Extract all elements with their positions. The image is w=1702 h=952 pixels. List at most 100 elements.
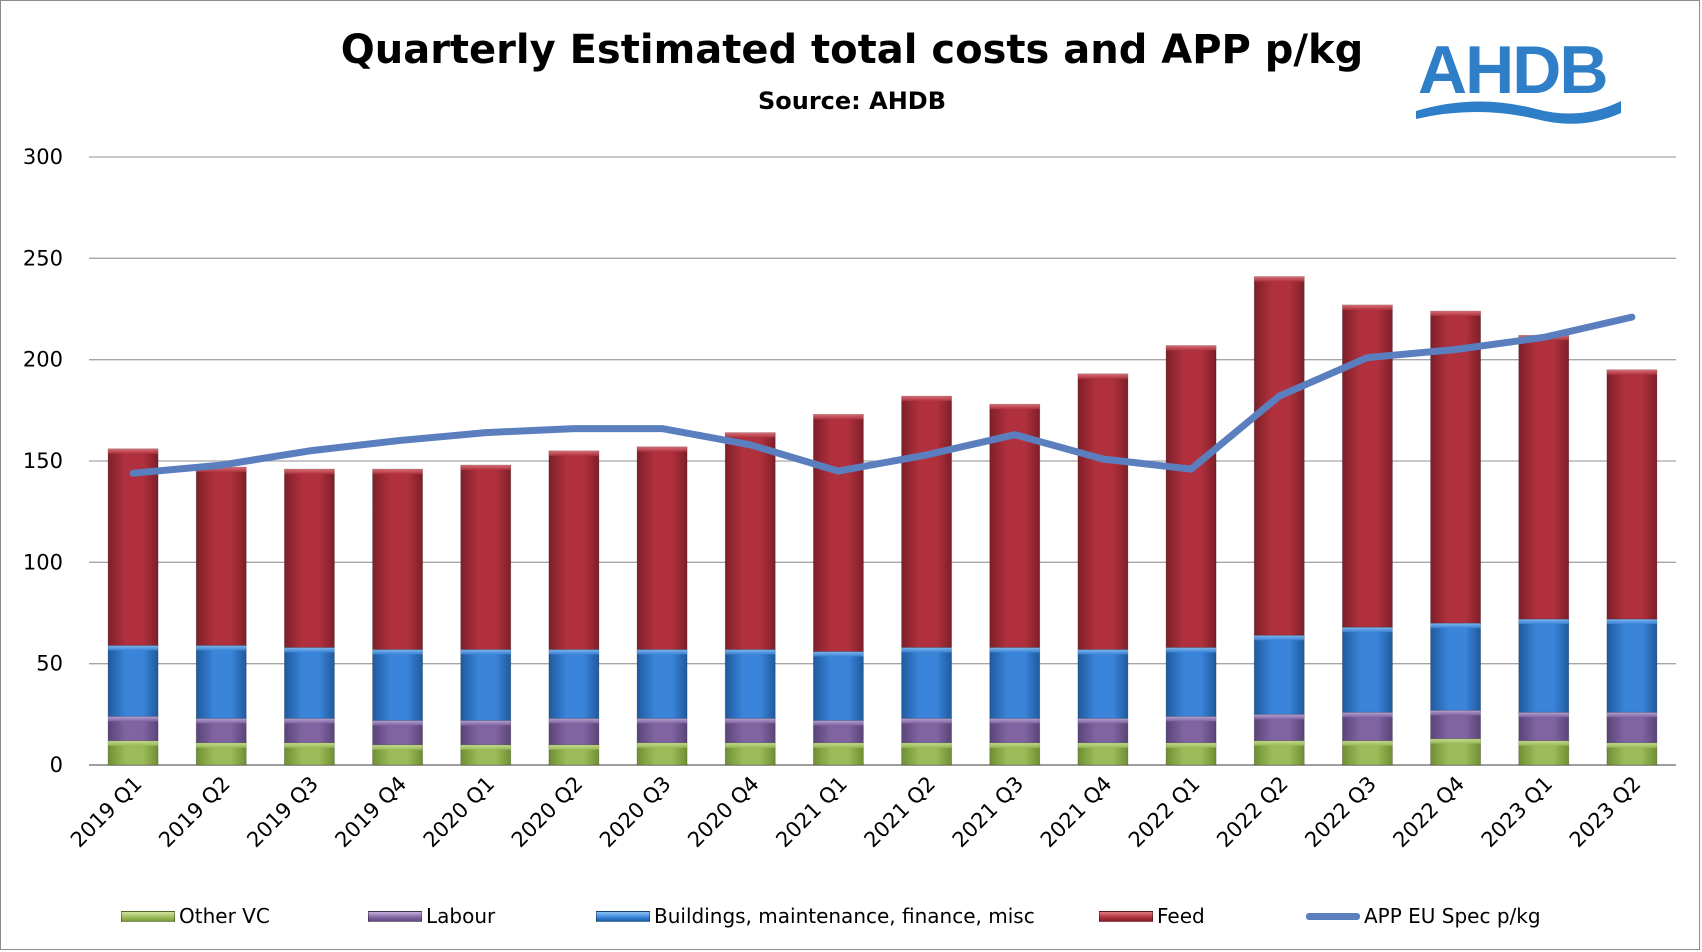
y-tick-label: 250 xyxy=(23,246,63,270)
x-tick-label: 2019 Q4 xyxy=(330,772,411,853)
bar-segment-feed xyxy=(1253,276,1305,636)
bar-segment-highlight xyxy=(989,647,1040,653)
y-tick-label: 50 xyxy=(36,652,63,676)
bar-segment-highlight xyxy=(1518,712,1569,718)
y-tick-label: 150 xyxy=(23,449,63,473)
bar-segment-feed xyxy=(460,464,512,650)
bar-segment-feed xyxy=(989,403,1041,648)
logo-text: AHDB xyxy=(1418,32,1606,108)
legend-item-buildings: Buildings, maintenance, finance, misc xyxy=(596,901,1035,931)
bar-segment-highlight xyxy=(1342,740,1393,746)
bar-segment-highlight xyxy=(813,742,864,748)
x-tick-label: 2020 Q4 xyxy=(683,772,764,853)
x-tick-label: 2021 Q4 xyxy=(1036,772,1117,853)
bar-segment-buildings-maintenance-finance-misc xyxy=(1077,649,1129,719)
bar-segment-highlight xyxy=(1254,714,1305,720)
x-tick-label: 2019 Q3 xyxy=(242,772,323,853)
bar-segment-feed xyxy=(1077,373,1129,650)
bar-segment-highlight xyxy=(1430,311,1481,317)
bar-segment-feed xyxy=(195,466,247,646)
x-tick-label: 2022 Q2 xyxy=(1212,772,1293,853)
bar-segment-highlight xyxy=(901,396,952,402)
bar-segment-highlight xyxy=(725,718,776,724)
x-tick-label: 2023 Q1 xyxy=(1477,772,1558,853)
bar-segment-highlight xyxy=(1606,742,1657,748)
bar-segment-buildings-maintenance-finance-misc xyxy=(813,651,864,721)
legend-label-other-vc: Other VC xyxy=(179,904,270,928)
bar-segment-highlight xyxy=(196,645,247,651)
bar-segment-feed xyxy=(1430,310,1481,624)
bar-segment-highlight xyxy=(460,744,511,750)
bar-segment-highlight xyxy=(1077,742,1128,748)
bar-segment-buildings-maintenance-finance-misc xyxy=(1342,626,1393,713)
legend-swatch-feed xyxy=(1099,910,1153,922)
bar-segment-feed xyxy=(284,468,335,648)
legend-label-labour: Labour xyxy=(426,904,496,928)
bar-segment-buildings-maintenance-finance-misc xyxy=(1253,634,1305,715)
app-eu-spec-line xyxy=(129,313,1636,477)
bar-segment-highlight xyxy=(108,716,159,722)
bar-segment-buildings-maintenance-finance-misc xyxy=(724,649,776,719)
bar-segment-highlight xyxy=(1430,738,1481,744)
app-line xyxy=(129,313,1636,477)
bar-segment-highlight xyxy=(725,742,776,748)
bar-segment-highlight xyxy=(196,467,247,473)
chart-title: Quarterly Estimated total costs and APP … xyxy=(340,27,1364,73)
bar-segment-highlight xyxy=(284,718,335,724)
bar-segment-highlight xyxy=(1254,635,1305,641)
bar-segment-highlight xyxy=(1606,619,1657,625)
bar-segment-highlight xyxy=(989,718,1040,724)
bar-segment-buildings-maintenance-finance-misc xyxy=(1165,647,1217,717)
bar-segment-highlight xyxy=(460,649,511,655)
bar-segment-feed xyxy=(1606,369,1658,620)
bar-segment-feed xyxy=(901,395,952,648)
x-tick-label: 2021 Q2 xyxy=(859,772,940,853)
bar-segment-highlight xyxy=(460,720,511,726)
bar-segment-feed xyxy=(1518,334,1570,620)
bar-segment-highlight xyxy=(372,649,423,655)
bar-segment-highlight xyxy=(196,742,247,748)
logo-wave xyxy=(1416,101,1621,124)
legend-label-feed: Feed xyxy=(1157,904,1205,928)
bar-segment-highlight xyxy=(1430,623,1481,629)
y-tick-label: 100 xyxy=(23,550,63,574)
bar-segment-highlight xyxy=(1518,619,1569,625)
bar-segment-highlight xyxy=(813,651,864,657)
bar-segment-highlight xyxy=(460,465,511,471)
x-tick-label: 2020 Q2 xyxy=(507,772,588,853)
bar-segment-highlight xyxy=(637,718,688,724)
bar-segment-buildings-maintenance-finance-misc xyxy=(901,647,952,719)
bar-segment-buildings-maintenance-finance-misc xyxy=(107,645,159,717)
bar-segment-buildings-maintenance-finance-misc xyxy=(548,649,600,719)
legend-label-app: APP EU Spec p/kg xyxy=(1364,904,1541,928)
bar-segment-highlight xyxy=(1166,742,1217,748)
x-tick-label: 2019 Q1 xyxy=(66,772,147,853)
bar-segment-highlight xyxy=(989,404,1040,410)
bar-segment-feed xyxy=(372,468,423,650)
bar-segment-highlight xyxy=(637,649,688,655)
bar-segment-highlight xyxy=(813,414,864,420)
bar-segment-highlight xyxy=(637,446,688,452)
bar-segment-highlight xyxy=(1077,649,1128,655)
y-axis-ticks: 0 50 100 150 200 250 300 xyxy=(23,145,63,777)
bar-segment-highlight xyxy=(637,742,688,748)
y-tick-label: 300 xyxy=(23,145,63,169)
bar-segment-highlight xyxy=(196,718,247,724)
bar-segment-highlight xyxy=(548,649,599,655)
bar-segment-highlight xyxy=(1166,716,1217,722)
bar-segment-highlight xyxy=(1342,712,1393,718)
bar-segment-buildings-maintenance-finance-misc xyxy=(1430,622,1481,711)
bar-segment-highlight xyxy=(1254,740,1305,746)
y-tick-label: 200 xyxy=(23,348,63,372)
bar-segment-feed xyxy=(548,450,600,650)
bar-segment-feed xyxy=(813,413,864,652)
bar-segment-buildings-maintenance-finance-misc xyxy=(284,647,335,719)
bar-segment-feed xyxy=(636,446,688,650)
legend-item-feed: Feed xyxy=(1099,901,1205,931)
x-tick-label: 2019 Q2 xyxy=(154,772,235,853)
bars xyxy=(107,276,1658,766)
x-tick-label: 2021 Q1 xyxy=(771,772,852,853)
bar-segment-highlight xyxy=(372,744,423,750)
bar-segment-highlight xyxy=(548,744,599,750)
bar-segment-highlight xyxy=(1166,647,1217,653)
